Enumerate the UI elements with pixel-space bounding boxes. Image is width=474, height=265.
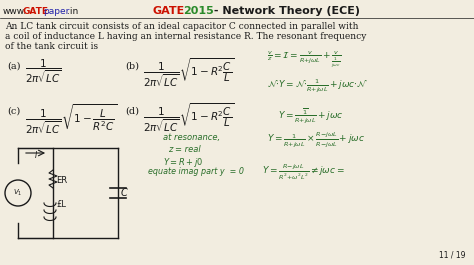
- Text: (b): (b): [125, 62, 139, 71]
- Text: $Y = \frac{R{-}j\omega L}{R^2{+}\omega^2 L^2} \neq j\omega c =$: $Y = \frac{R{-}j\omega L}{R^2{+}\omega^2…: [262, 163, 345, 182]
- Text: An LC tank circuit consists of an ideal capacitor C connected in parallel with: An LC tank circuit consists of an ideal …: [5, 22, 358, 31]
- Text: $\dfrac{1}{2\pi\sqrt{LC}}$: $\dfrac{1}{2\pi\sqrt{LC}}$: [25, 57, 62, 85]
- Text: .in: .in: [67, 7, 78, 16]
- Text: $\mathcal{N}{\cdot}Y = \mathcal{N}{\cdot} \frac{1}{R{+}j\omega L} + j\omega c{\c: $\mathcal{N}{\cdot}Y = \mathcal{N}{\cdot…: [267, 78, 368, 95]
- Text: at resonance,: at resonance,: [163, 133, 220, 142]
- Text: $Y = \frac{\overline{1}}{R{+}j\omega L} + j\omega c$: $Y = \frac{\overline{1}}{R{+}j\omega L} …: [278, 106, 344, 125]
- Text: $\frac{v}{z} = \mathcal{I} = \frac{v}{R{+}j\omega L} + \frac{v}{\frac{1}{j\omega: $\frac{v}{z} = \mathcal{I} = \frac{v}{R{…: [267, 50, 342, 70]
- Text: GATE: GATE: [153, 6, 185, 16]
- Text: (a): (a): [7, 62, 20, 71]
- Text: $Y = R + j0$: $Y = R + j0$: [163, 156, 203, 169]
- Text: $V_1$: $V_1$: [13, 188, 23, 198]
- Text: a coil of inductance L having an internal resistance R. The resonant frequency: a coil of inductance L having an interna…: [5, 32, 366, 41]
- Text: 2015: 2015: [183, 6, 214, 16]
- Text: $\dfrac{1}{2\pi\sqrt{LC}}\sqrt{1-\dfrac{L}{R^2C}}$: $\dfrac{1}{2\pi\sqrt{LC}}\sqrt{1-\dfrac{…: [25, 102, 118, 135]
- Text: - Network Theory (ECE): - Network Theory (ECE): [210, 6, 360, 16]
- Text: GATE: GATE: [22, 7, 48, 16]
- Text: paper: paper: [43, 7, 69, 16]
- Text: $\dfrac{1}{2\pi\sqrt{LC}}\sqrt{1-R^2\dfrac{C}{L}}$: $\dfrac{1}{2\pi\sqrt{LC}}\sqrt{1-R^2\dfr…: [143, 57, 235, 89]
- Text: www.: www.: [3, 7, 27, 16]
- Text: (c): (c): [7, 107, 20, 116]
- Text: (d): (d): [125, 107, 139, 116]
- Text: I: I: [35, 151, 37, 160]
- Text: equate imag part y  = 0: equate imag part y = 0: [148, 167, 244, 176]
- Text: of the tank circuit is: of the tank circuit is: [5, 42, 98, 51]
- Text: z = real: z = real: [168, 145, 201, 154]
- Text: $Y{=}\frac{1}{R{+}j\omega L} \times \frac{R{-}j\omega L}{R{-}j\omega L} + j\omeg: $Y{=}\frac{1}{R{+}j\omega L} \times \fra…: [267, 130, 365, 149]
- Text: C: C: [121, 188, 128, 198]
- Text: ER: ER: [56, 176, 67, 185]
- Text: 11 / 19: 11 / 19: [439, 251, 466, 260]
- Text: $\dfrac{1}{2\pi\sqrt{LC}}\sqrt{1-R^2\dfrac{C}{L}}$: $\dfrac{1}{2\pi\sqrt{LC}}\sqrt{1-R^2\dfr…: [143, 102, 235, 134]
- Text: £L: £L: [56, 200, 66, 209]
